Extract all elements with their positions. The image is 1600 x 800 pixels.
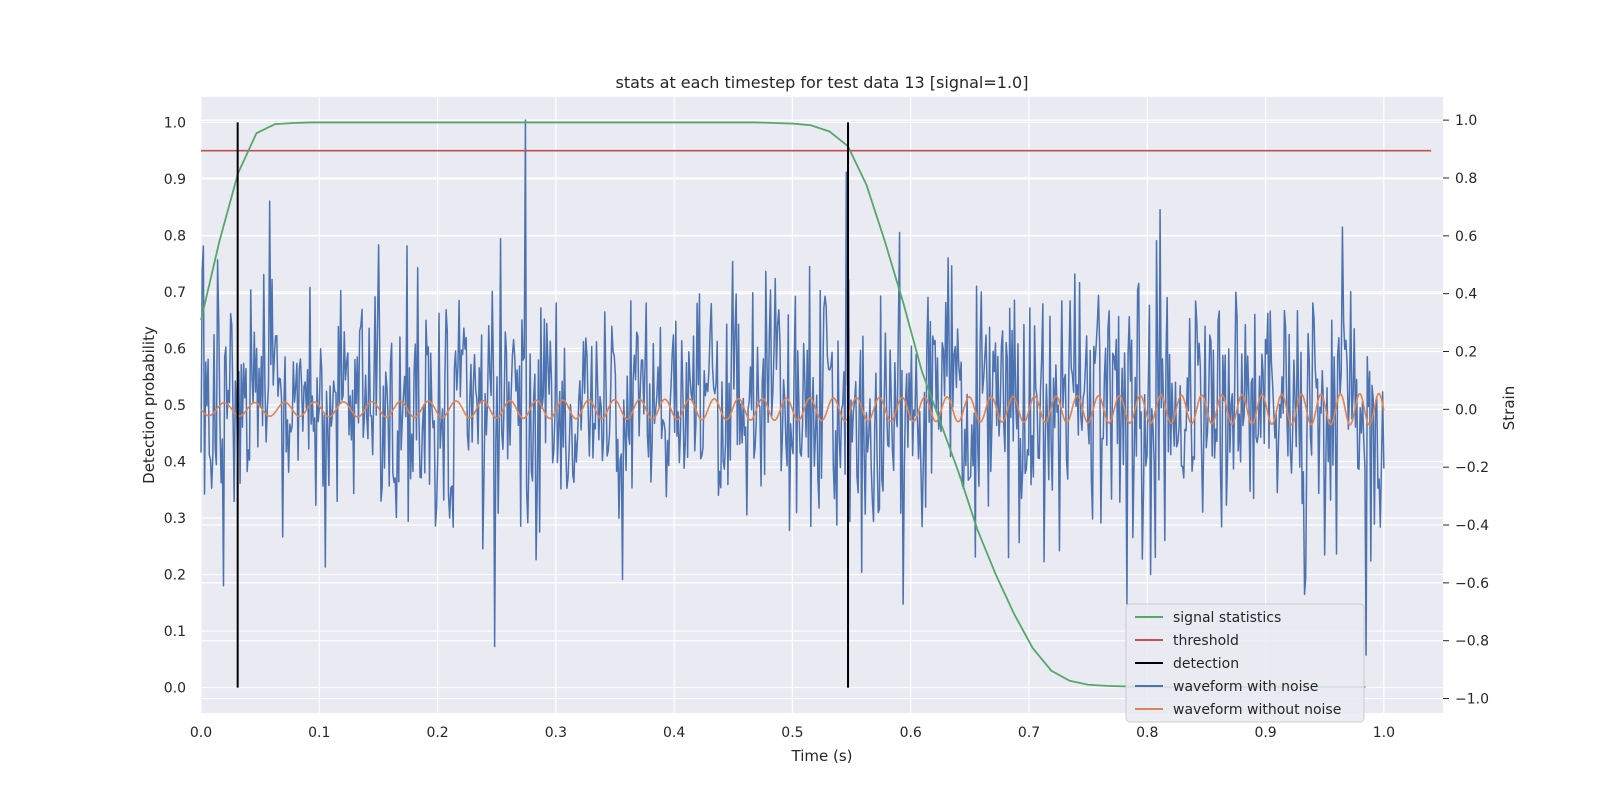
x-tick-label: 0.4 — [663, 725, 685, 741]
x-axis-label: Time (s) — [791, 747, 853, 765]
y-right-tick-label: −0.4 — [1455, 518, 1489, 534]
legend-box — [1125, 603, 1365, 723]
legend-label-waveform-with-noise: waveform with noise — [1173, 679, 1318, 695]
y-left-tick-label: 0.1 — [164, 624, 186, 640]
y-axis-right-label: Strain — [1500, 386, 1518, 430]
y-left-tick-label: 0.4 — [164, 455, 186, 471]
x-tick-label: 0.8 — [1136, 725, 1158, 741]
y-right-tick-label: 0.8 — [1455, 171, 1477, 187]
y-left-tick-label: 0.3 — [164, 511, 186, 527]
y-right-tick-label: −0.6 — [1455, 576, 1489, 592]
y-right-tick-label: 1.0 — [1455, 113, 1477, 129]
y-left-tick-label: 0.2 — [164, 568, 186, 584]
y-right-tick-label: 0.6 — [1455, 229, 1477, 245]
legend-label-signal-statistics: signal statistics — [1173, 610, 1281, 626]
chart-title: stats at each timestep for test data 13 … — [616, 73, 1029, 92]
x-tick-label: 0.0 — [190, 725, 212, 741]
x-tick-label: 0.1 — [308, 725, 330, 741]
x-tick-label: 0.3 — [545, 725, 567, 741]
legend-label-detection: detection — [1173, 656, 1239, 672]
x-tick-label: 0.9 — [1254, 725, 1276, 741]
y-left-tick-label: 1.0 — [164, 115, 186, 131]
legend-label-threshold: threshold — [1173, 633, 1239, 649]
x-tick-label: 0.2 — [426, 725, 448, 741]
x-tick-label: 0.5 — [781, 725, 803, 741]
series-waveform-without-noise — [200, 392, 1385, 427]
chart-legend: signal statistics threshold detection wa… — [1125, 603, 1365, 723]
y-left-tick-label: 0.9 — [164, 172, 186, 188]
y-right-tick-label: −0.2 — [1455, 460, 1489, 476]
y-right-tick-label: 0.2 — [1455, 344, 1477, 360]
y-left-tick-label: 0.5 — [164, 398, 186, 414]
x-tick-label: 1.0 — [1373, 725, 1395, 741]
y-right-tick-label: 0.4 — [1455, 287, 1477, 303]
y-left-tick-label: 0.0 — [164, 681, 186, 697]
x-tick-label: 0.6 — [900, 725, 922, 741]
series-waveform-with-noise — [200, 119, 1385, 656]
y-right-tick-label: −1.0 — [1455, 692, 1489, 708]
tick-labels: 0.0 0.1 0.2 0.3 0.4 0.5 0.6 0.7 0.8 0.9 1.0 0.0 0.1 0… — [164, 113, 1489, 741]
y-left-tick-label: 0.6 — [164, 341, 186, 357]
legend-label-waveform-without-noise: waveform without noise — [1173, 702, 1341, 718]
x-tick-label: 0.7 — [1018, 725, 1040, 741]
y-right-tick-label: −0.8 — [1455, 634, 1489, 650]
y-left-tick-label: 0.8 — [164, 228, 186, 244]
y-right-tick-label: 0.0 — [1455, 402, 1477, 418]
y-axis-left-label: Detection probability — [140, 326, 158, 484]
y-left-tick-label: 0.7 — [164, 285, 186, 301]
